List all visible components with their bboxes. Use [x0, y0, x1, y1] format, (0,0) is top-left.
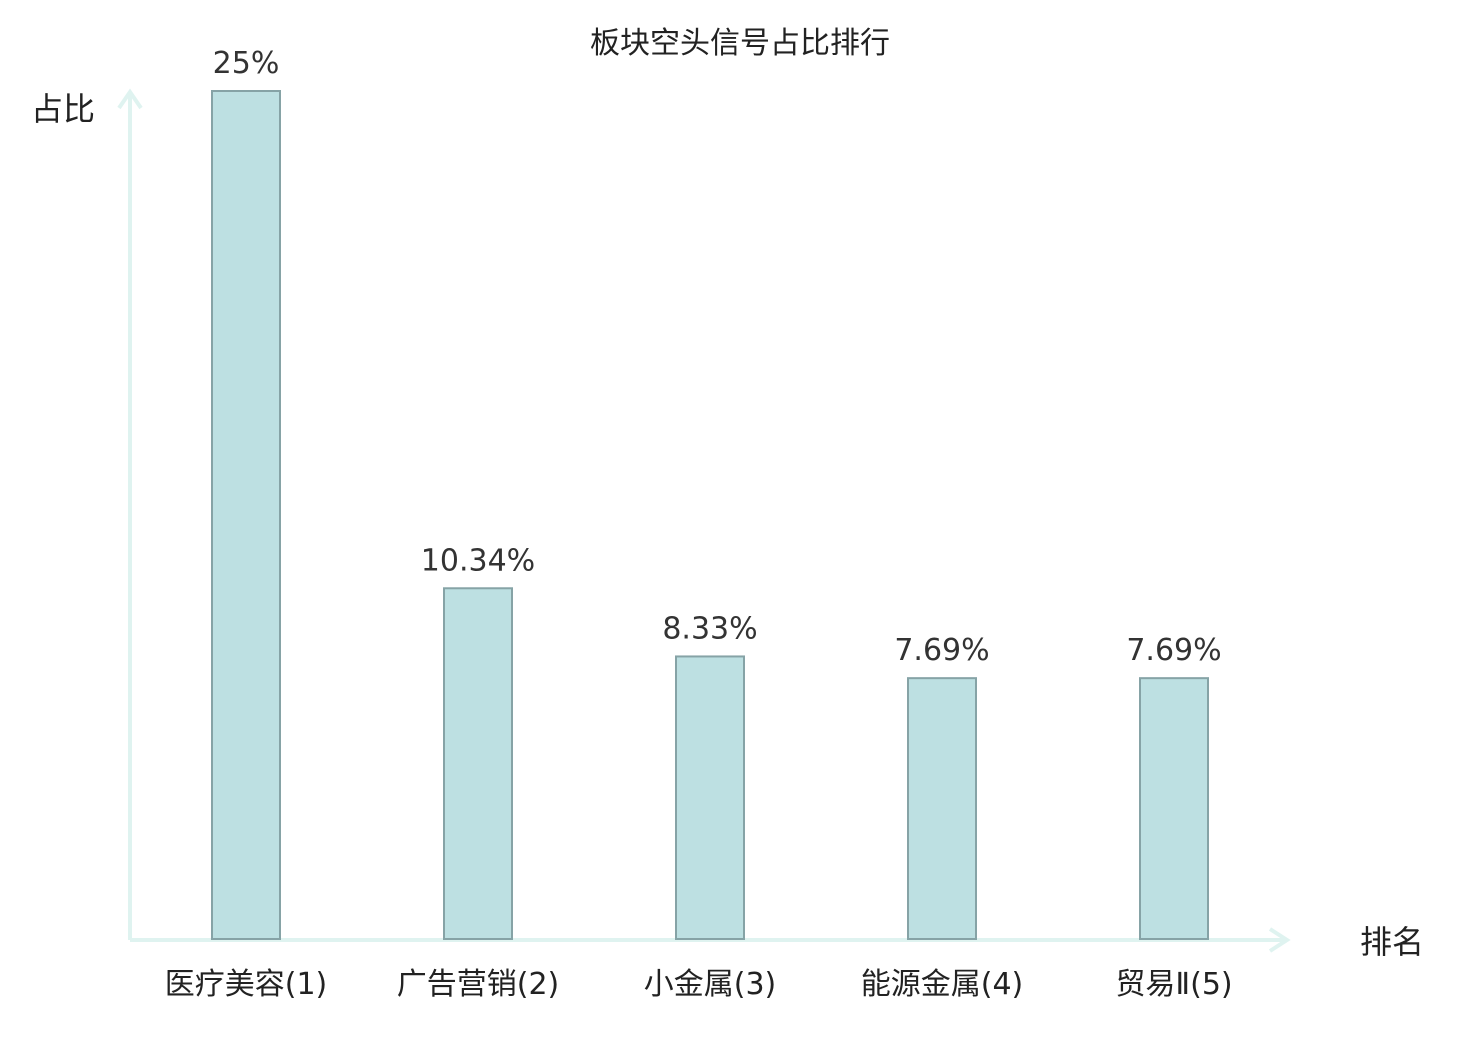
- bar: [1139, 677, 1209, 940]
- bar: [211, 90, 281, 940]
- x-tick-label: 医疗美容(1): [165, 967, 328, 1002]
- x-tick-label: 能源金属(4): [861, 967, 1024, 1002]
- x-tick-label: 小金属(3): [644, 967, 777, 1002]
- x-tick-label: 广告营销(2): [397, 967, 560, 1002]
- bar-value-label: 7.69%: [894, 633, 989, 668]
- value-labels-group: 25% 10.34% 8.33% 7.69% 7.69%: [213, 46, 1222, 668]
- y-axis: 占比: [31, 88, 143, 940]
- x-tick-labels-group: 医疗美容(1) 广告营销(2) 小金属(3) 能源金属(4) 贸易Ⅱ(5): [165, 967, 1233, 1002]
- bar-value-label: 7.69%: [1126, 633, 1221, 668]
- x-axis-arrowhead: [1268, 927, 1291, 953]
- x-axis-label: 排名: [1360, 923, 1424, 961]
- bar: [443, 587, 513, 940]
- bars-group: [211, 90, 1209, 940]
- bar: [907, 677, 977, 940]
- y-axis-arrowhead: [117, 88, 143, 110]
- bar: [675, 655, 745, 940]
- x-axis: 排名: [130, 923, 1424, 961]
- bar-value-label: 25%: [213, 46, 280, 81]
- bar-value-label: 10.34%: [421, 543, 535, 578]
- chart-title: 板块空头信号占比排行: [590, 26, 890, 61]
- bar-value-label: 8.33%: [662, 611, 757, 646]
- x-tick-label: 贸易Ⅱ(5): [1115, 967, 1232, 1002]
- y-axis-label: 占比: [31, 90, 95, 128]
